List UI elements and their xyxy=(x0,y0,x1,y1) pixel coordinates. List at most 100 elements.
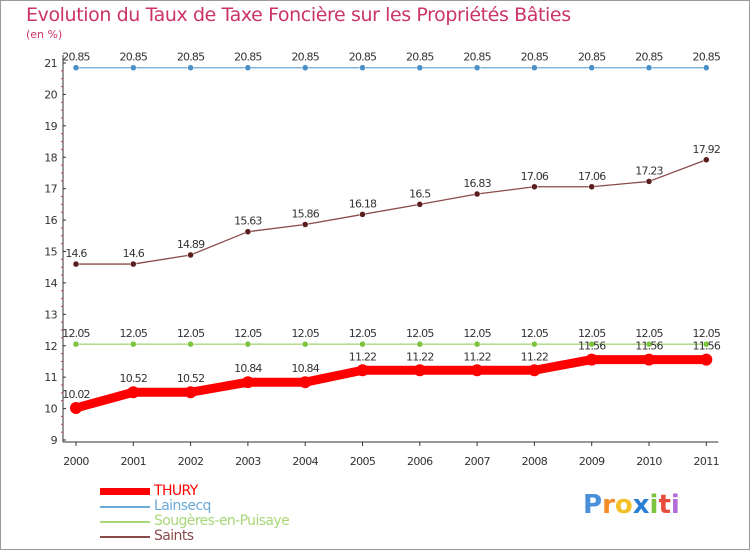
legend-label: Lainsecq xyxy=(154,498,211,514)
data-label-lainsecq: 20.85 xyxy=(406,51,434,64)
data-point-saints xyxy=(301,221,309,228)
legend-swatch xyxy=(100,535,150,538)
data-label-thury: 11.22 xyxy=(521,350,549,363)
y-tick-label: 9 xyxy=(51,434,58,447)
data-point-saints xyxy=(72,260,80,268)
series-lines xyxy=(71,67,711,413)
data-label-soug-res-en-puisaye: 12.05 xyxy=(62,327,90,340)
data-label-soug-res-en-puisaye: 12.05 xyxy=(349,327,377,340)
data-point-thury xyxy=(643,353,655,366)
data-label-saints: 16.5 xyxy=(409,187,431,200)
data-label-lainsecq: 20.85 xyxy=(177,51,205,64)
data-point-thury xyxy=(127,386,140,399)
data-point-thury xyxy=(585,353,598,366)
logo-letter: i xyxy=(670,490,680,520)
data-label-saints: 14.89 xyxy=(177,238,205,251)
data-label-thury: 11.22 xyxy=(406,350,434,363)
series-points xyxy=(70,64,713,414)
data-point-lainsecq xyxy=(645,64,653,71)
data-label-soug-res-en-puisaye: 12.05 xyxy=(291,327,319,340)
data-point-lainsecq xyxy=(301,64,309,71)
data-label-thury: 11.56 xyxy=(635,340,663,353)
data-point-thury xyxy=(356,364,369,377)
data-point-lainsecq xyxy=(359,64,366,71)
proxiti-logo: Proxiti xyxy=(583,490,680,520)
x-tick-label: 2011 xyxy=(693,455,719,468)
data-label-saints: 16.83 xyxy=(463,177,491,190)
y-tick-label: 12 xyxy=(44,340,57,353)
x-tick-label: 2005 xyxy=(350,455,376,468)
data-point-lainsecq xyxy=(187,64,194,71)
y-tick-label: 15 xyxy=(44,246,57,259)
data-point-soug-res-en-puisaye xyxy=(473,340,481,348)
logo-letter: t xyxy=(658,490,671,520)
data-label-soug-res-en-puisaye: 12.05 xyxy=(463,327,491,340)
data-label-lainsecq: 20.85 xyxy=(693,51,721,64)
data-label-saints: 15.86 xyxy=(291,207,319,220)
y-tick-label: 13 xyxy=(44,308,57,321)
data-label-lainsecq: 20.85 xyxy=(463,51,491,64)
chart-subtitle: (en %) xyxy=(26,28,63,41)
x-tick-label: 2008 xyxy=(522,455,548,468)
y-tick-label: 21 xyxy=(44,57,57,70)
x-tick-label: 2010 xyxy=(636,455,662,468)
data-label-thury: 10.52 xyxy=(177,372,205,385)
logo-letter: x xyxy=(632,490,650,520)
data-point-saints xyxy=(703,156,710,164)
data-label-soug-res-en-puisaye: 12.05 xyxy=(635,327,663,340)
data-point-saints xyxy=(130,260,137,268)
data-point-lainsecq xyxy=(416,64,424,71)
chart-title: Evolution du Taux de Taxe Foncière sur l… xyxy=(26,4,571,26)
data-point-saints xyxy=(416,201,424,208)
legend-swatch xyxy=(100,488,150,495)
data-label-saints: 17.92 xyxy=(693,143,721,156)
data-point-soug-res-en-puisaye xyxy=(187,340,194,348)
data-label-thury: 10.52 xyxy=(120,372,148,385)
data-point-thury xyxy=(184,386,197,399)
data-label-lainsecq: 20.85 xyxy=(234,51,262,64)
data-point-thury xyxy=(241,376,254,389)
data-label-thury: 10.02 xyxy=(62,388,90,401)
data-label-lainsecq: 20.85 xyxy=(120,51,148,64)
data-point-soug-res-en-puisaye xyxy=(301,340,309,348)
data-point-saints xyxy=(244,228,252,235)
data-label-soug-res-en-puisaye: 12.05 xyxy=(406,327,434,340)
legend-label: THURY xyxy=(154,483,198,499)
x-tick-label: 2002 xyxy=(178,455,204,468)
legend-label: Saints xyxy=(154,528,194,544)
data-label-lainsecq: 20.85 xyxy=(578,51,606,64)
x-tick-label: 2009 xyxy=(579,455,605,468)
logo-letter: o xyxy=(614,490,633,520)
data-point-thury xyxy=(471,364,484,377)
data-label-lainsecq: 20.85 xyxy=(291,51,319,64)
data-label-saints: 16.18 xyxy=(349,197,377,210)
data-label-thury: 11.56 xyxy=(578,340,606,353)
legend-item-thury: THURY xyxy=(100,484,289,499)
data-point-soug-res-en-puisaye xyxy=(244,340,252,348)
logo-letter: r xyxy=(602,490,615,520)
logo-letter: i xyxy=(649,490,659,520)
legend-swatch xyxy=(100,520,150,523)
x-tick-label: 2000 xyxy=(63,455,89,468)
data-point-lainsecq xyxy=(473,64,481,71)
x-tick-label: 2003 xyxy=(235,455,261,468)
y-tick-label: 17 xyxy=(44,183,57,196)
data-label-lainsecq: 20.85 xyxy=(62,51,90,64)
y-tick-label: 18 xyxy=(44,151,57,164)
data-label-saints: 17.23 xyxy=(635,164,663,177)
legend: THURY Lainsecq Sougères-en-Puisaye Saints xyxy=(100,484,290,544)
axes: 9 10 11 12 13 14 15 16 17 18 19 20 21 2000 2001 2002 200… xyxy=(44,55,720,468)
data-point-soug-res-en-puisaye xyxy=(72,340,80,348)
data-label-soug-res-en-puisaye: 12.05 xyxy=(578,327,606,340)
data-label-saints: 14.6 xyxy=(123,247,145,260)
data-point-soug-res-en-puisaye xyxy=(588,340,595,348)
data-label-saints: 15.63 xyxy=(234,215,262,228)
data-point-lainsecq xyxy=(703,64,710,71)
data-point-lainsecq xyxy=(244,64,252,71)
data-point-thury xyxy=(700,353,713,366)
data-label-saints: 14.6 xyxy=(65,247,87,260)
data-point-soug-res-en-puisaye xyxy=(359,340,366,348)
data-point-thury xyxy=(299,376,312,389)
data-point-lainsecq xyxy=(130,64,137,71)
y-tick-label: 20 xyxy=(44,88,57,101)
